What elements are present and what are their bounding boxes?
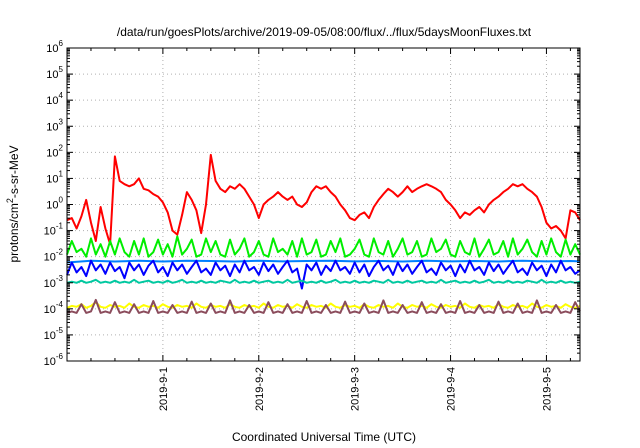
y-tick-label: 10-6 bbox=[44, 352, 64, 368]
y-tick-label: 101 bbox=[46, 169, 63, 185]
y-tick-label: 100 bbox=[46, 196, 63, 212]
x-tick-label: 2019-9-3 bbox=[350, 367, 362, 411]
y-tick-label: 106 bbox=[46, 39, 63, 55]
series-line-3 bbox=[66, 259, 581, 264]
chart-title: /data/run/goesPlots/archive/2019-09-05/0… bbox=[117, 25, 532, 39]
y-tick-label: 105 bbox=[46, 65, 63, 81]
series-line-1 bbox=[66, 153, 581, 246]
x-tick-label: 2019-9-2 bbox=[254, 367, 266, 411]
y-tick-label: 10-1 bbox=[44, 222, 64, 238]
series-line-5 bbox=[66, 278, 581, 284]
x-tick-label: 2019-9-4 bbox=[446, 367, 458, 411]
series-lines bbox=[66, 153, 581, 314]
y-tick-label: 103 bbox=[46, 117, 63, 133]
series-line-7 bbox=[66, 298, 581, 314]
y-tick-label: 10-2 bbox=[44, 248, 64, 264]
y-tick-label: 104 bbox=[46, 91, 63, 107]
x-tick-label: 2019-9-1 bbox=[158, 367, 170, 411]
x-tick-label: 2019-9-5 bbox=[541, 367, 553, 411]
series-line-6 bbox=[66, 301, 581, 309]
series-line-2 bbox=[66, 235, 581, 258]
series-line-4 bbox=[66, 259, 581, 290]
y-tick-label: 10-3 bbox=[44, 274, 64, 290]
grid-lines bbox=[67, 48, 580, 361]
y-tick-label: 102 bbox=[46, 143, 63, 159]
y-axis-label: protons/cm2-s-sr-MeV bbox=[5, 145, 21, 262]
x-axis-label: Coordinated Universal Time (UTC) bbox=[232, 430, 416, 444]
y-tick-label: 10-4 bbox=[44, 300, 64, 316]
y-tick-label: 10-5 bbox=[44, 326, 64, 342]
axis-ticks: 106 105 104 103 102 101 100 10-1 10-2 10-3 10-4 10-… bbox=[44, 39, 580, 411]
